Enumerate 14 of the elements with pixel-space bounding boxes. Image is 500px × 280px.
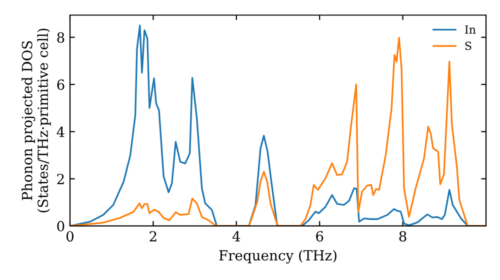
legend-label: In — [465, 25, 476, 34]
y-tick-label: 0 — [57, 220, 64, 232]
x-tick-label: 6 — [316, 231, 324, 242]
y-tick-label: 4 — [56, 126, 64, 137]
x-axis-title: Frequency (THz) — [219, 250, 336, 264]
x-tick-label: 8 — [399, 231, 406, 242]
legend-label: S — [465, 42, 472, 50]
x-tick-label: 4 — [232, 231, 240, 242]
y-axis-title: Phonon projected DOS (States/THz·primitive cell) — [22, 28, 51, 212]
y-tick-label: 2 — [57, 174, 64, 184]
y-tick-label: 8 — [57, 32, 64, 43]
y-tick-label: 6 — [57, 79, 64, 90]
x-tick-label: 0 — [66, 231, 74, 242]
x-tick-label: 2 — [150, 231, 156, 242]
